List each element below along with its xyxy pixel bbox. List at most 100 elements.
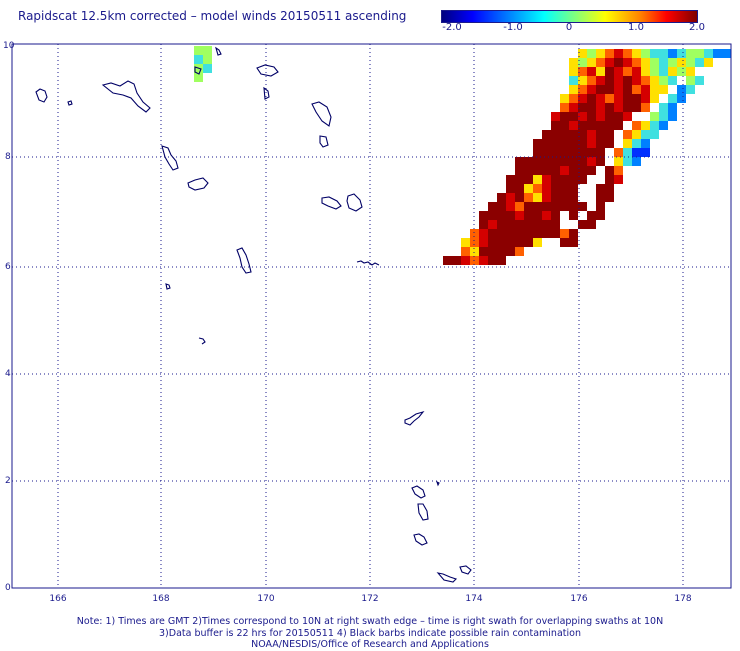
swath-pixel	[479, 238, 488, 247]
swath-pixel	[569, 166, 578, 175]
swath-pixel	[641, 76, 650, 85]
island-outline	[187, 177, 209, 191]
swath-pixel	[542, 202, 551, 211]
swath-pixel	[587, 67, 596, 76]
swath-pixel	[497, 193, 506, 202]
swath-pixel	[587, 121, 596, 130]
y-tick-label: 10	[3, 41, 15, 51]
swath-pixel	[587, 130, 596, 139]
swath-pixel	[578, 76, 587, 85]
swath-pixel	[497, 229, 506, 238]
swath-pixel	[650, 130, 659, 139]
swath-pixel	[551, 157, 560, 166]
swath-pixel	[203, 64, 212, 73]
swath-pixel	[551, 175, 560, 184]
island-outline	[319, 135, 329, 148]
swath-pixel	[614, 94, 623, 103]
swath-pixel	[632, 67, 641, 76]
swath-pixel	[632, 139, 641, 148]
swath-pixel	[614, 76, 623, 85]
island-outline	[356, 260, 380, 266]
island-outline	[411, 485, 426, 499]
x-tick-label: 172	[361, 594, 378, 604]
swath-pixel	[560, 238, 569, 247]
swath-pixel	[659, 121, 668, 130]
swath-pixel	[578, 175, 587, 184]
swath-pixel	[506, 175, 515, 184]
map-title: Rapidscat 12.5km corrected – model winds…	[18, 9, 407, 23]
swath-pixel	[614, 175, 623, 184]
swath-pixel	[614, 85, 623, 94]
swath-pixel	[542, 220, 551, 229]
swath-pixel	[515, 166, 524, 175]
swath-pixel	[632, 76, 641, 85]
swath-pixel	[488, 202, 497, 211]
swath-pixel	[560, 175, 569, 184]
swath-pixel	[650, 94, 659, 103]
swath-pixel	[578, 202, 587, 211]
swath-pixel	[614, 157, 623, 166]
swath-pixel	[551, 148, 560, 157]
swath-pixel	[605, 184, 614, 193]
swath-pixel	[596, 49, 605, 58]
swath-pixel	[533, 166, 542, 175]
swath-pixel	[641, 121, 650, 130]
swath-pixel	[524, 211, 533, 220]
swath-pixel	[641, 139, 650, 148]
swath-pixel	[560, 112, 569, 121]
swath-pixel	[488, 256, 497, 265]
swath-pixel	[659, 49, 668, 58]
swath-pixel	[605, 58, 614, 67]
swath-pixel	[533, 157, 542, 166]
swath-pixel	[542, 157, 551, 166]
swath-pixel	[569, 121, 578, 130]
swath-pixel	[461, 238, 470, 247]
swath-pixel	[551, 193, 560, 202]
swath-pixel	[479, 229, 488, 238]
swath-pixel	[587, 85, 596, 94]
swath-pixel	[551, 211, 560, 220]
swath-pixel	[569, 175, 578, 184]
colorbar-tick-label: 0	[565, 22, 573, 33]
swath-pixel	[479, 256, 488, 265]
swath-pixel	[686, 76, 695, 85]
colorbar-tick-label: -2.0	[442, 22, 462, 33]
swath-pixel	[668, 76, 677, 85]
island-outline	[101, 80, 151, 113]
island-outline	[413, 533, 428, 546]
swath-pixel	[713, 49, 722, 58]
swath-pixel	[596, 67, 605, 76]
swath-pixel	[515, 157, 524, 166]
swath-pixel	[596, 130, 605, 139]
swath-pixel	[578, 49, 587, 58]
swath-pixel	[650, 85, 659, 94]
swath-pixel	[641, 94, 650, 103]
swath-pixel	[497, 220, 506, 229]
swath-pixel	[551, 202, 560, 211]
swath-pixel	[569, 85, 578, 94]
swath-pixel	[479, 247, 488, 256]
swath-pixel	[515, 238, 524, 247]
swath-pixel	[659, 103, 668, 112]
swath-pixel	[623, 76, 632, 85]
swath-pixel	[605, 76, 614, 85]
swath-pixel	[542, 193, 551, 202]
island-outline	[194, 66, 202, 75]
swath-pixel	[596, 139, 605, 148]
swath-pixel	[641, 130, 650, 139]
swath-pixel	[623, 85, 632, 94]
swath-pixel	[623, 94, 632, 103]
swath-pixel	[488, 220, 497, 229]
swath-pixel	[194, 46, 203, 55]
swath-pixel	[632, 85, 641, 94]
swath-pixel	[524, 229, 533, 238]
swath-pixel	[650, 76, 659, 85]
swath-pixel	[587, 49, 596, 58]
swath-pixel	[659, 67, 668, 76]
swath-pixel	[668, 112, 677, 121]
swath-pixel	[659, 76, 668, 85]
swath-pixel	[551, 121, 560, 130]
swath-pixel	[533, 220, 542, 229]
swath-pixel	[632, 157, 641, 166]
swath-pixel	[560, 130, 569, 139]
